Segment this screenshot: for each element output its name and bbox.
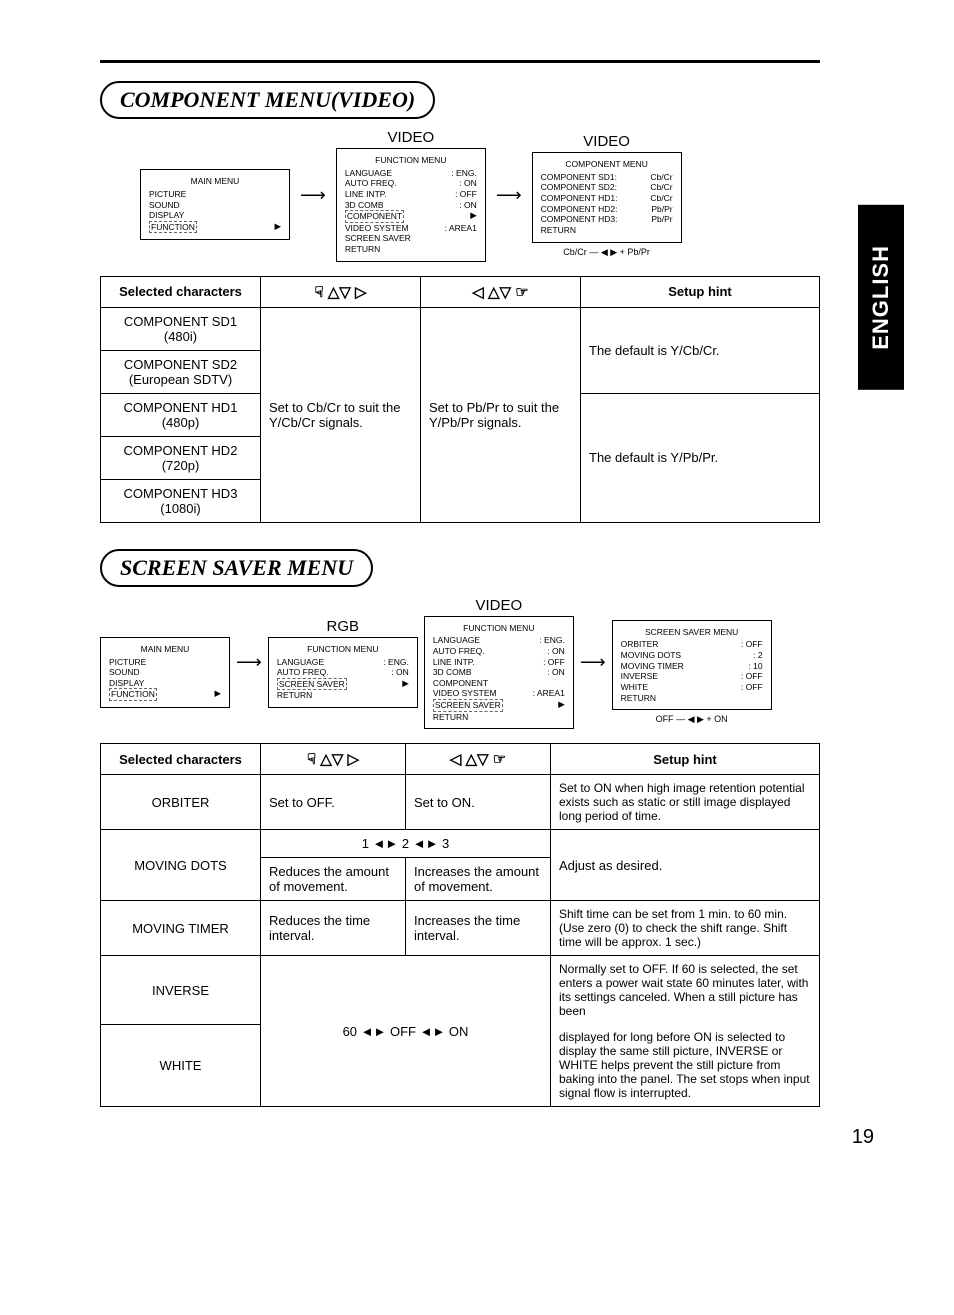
screensaver-menu-box: SCREEN SAVER MENU ORBITER: OFF MOVING DO…: [612, 620, 772, 710]
nav-left-icons: ☟ △▽ ▷: [261, 744, 406, 775]
component-menu-box: COMPONENT MENU COMPONENT SD1:Cb/Cr COMPO…: [532, 152, 682, 242]
arrow-icon: ⟶: [300, 185, 326, 206]
component-flow: MAIN MENU PICTURE SOUND DISPLAY FUNCTION…: [140, 129, 884, 262]
section-title-screensaver: SCREEN SAVER MENU: [100, 549, 373, 587]
function-menu-box: FUNCTION MENU LANGUAGE: ENG. AUTO FREQ.:…: [336, 148, 486, 262]
section-title-component: COMPONENT MENU(VIDEO): [100, 81, 435, 119]
page-number: 19: [852, 1126, 874, 1149]
nav-left-icons: ☟ △▽ ▷: [261, 276, 421, 307]
language-tab: ENGLISH: [858, 205, 904, 390]
function-menu-video: FUNCTION MENU LANGUAGE: ENG. AUTO FREQ.:…: [424, 616, 574, 730]
component-table: Selected characters ☟ △▽ ▷ ◁ △▽ ☞ Setup …: [100, 276, 820, 523]
main-menu-box: MAIN MENU PICTURE SOUND DISPLAY FUNCTION…: [140, 169, 290, 240]
arrow-icon: ⟶: [236, 652, 262, 673]
arrow-icon: ⟶: [496, 185, 522, 206]
main-menu-box: MAIN MENU PICTURE SOUND DISPLAY FUNCTION…: [100, 637, 230, 708]
nav-right-icons: ◁ △▽ ☞: [421, 276, 581, 307]
screensaver-table: Selected characters ☟ △▽ ▷ ◁ △▽ ☞ Setup …: [100, 743, 820, 1107]
screensaver-flow: MAIN MENU PICTURE SOUND DISPLAY FUNCTION…: [100, 597, 884, 730]
function-menu-rgb: FUNCTION MENU LANGUAGE: ENG. AUTO FREQ.:…: [268, 637, 418, 708]
nav-right-icons: ◁ △▽ ☞: [406, 744, 551, 775]
top-rule: [100, 60, 820, 63]
arrow-icon: ⟶: [580, 652, 606, 673]
